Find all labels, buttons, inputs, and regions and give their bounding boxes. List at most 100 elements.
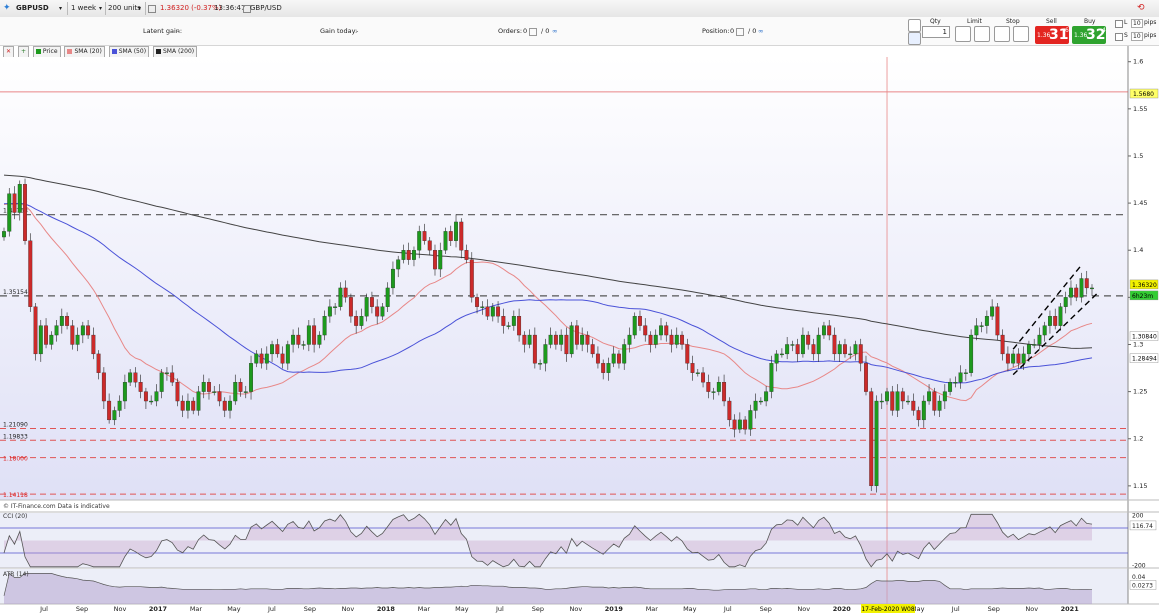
candle-body [532,334,537,364]
candle-body [333,306,338,308]
link-icon[interactable]: ∞ [552,27,558,35]
candle-body [606,363,611,373]
y-tick-label: 1.5 [1133,152,1143,160]
checkbox-icon[interactable] [243,5,251,13]
candle-body [417,231,422,251]
candle-body [827,325,832,336]
sell-label: Sell [1046,18,1057,25]
legend-sma50[interactable]: SMA (50) [108,46,150,58]
sma50-line [3,202,1093,384]
candle-body [54,325,59,336]
candle-body [779,353,784,356]
limit-label: Limit [967,18,982,25]
candle-body [811,344,816,355]
candle-body [1037,334,1042,345]
atr-axis-label: 0.0273 [1132,582,1153,589]
stop-pips-input[interactable]: 10 [1131,32,1143,41]
chevron-down-icon[interactable]: ▾ [99,5,103,12]
axis-price-box [1129,290,1159,301]
candle-body [727,400,732,421]
qty-input[interactable]: 1 [922,26,950,38]
symbol-selector[interactable]: GBPUSD [16,4,49,12]
candle-body [653,334,658,345]
axis-price-label: 6h23m [1132,293,1153,300]
x-tick-label: 2018 [377,605,396,613]
candle-body [732,419,737,430]
legend-price[interactable]: Price [32,46,61,58]
units-selector[interactable]: 200 units [108,4,141,12]
candle-body [511,316,516,326]
x-tick-label: May [227,605,241,613]
orders-open-icon[interactable] [529,28,537,36]
candle-body [601,363,606,373]
candle-body [695,372,700,374]
candle-body [711,391,716,393]
candle-body [674,334,679,345]
x-tick-label: Sep [988,605,1000,613]
checkbox-icon[interactable] [148,5,156,13]
limit-up-button[interactable] [955,26,971,42]
candle-body [795,344,800,355]
y-tick-label: 1.55 [1133,105,1147,113]
candle-body [327,306,332,317]
buy-button[interactable]: 1.36 32 4 [1072,26,1106,44]
candle-body [285,344,290,364]
pips-unit: pips [1144,32,1157,39]
cci-fill [4,514,1092,567]
candle-body [454,221,458,241]
candle-body [706,382,711,392]
stop-up-button[interactable] [994,26,1010,42]
stop-pips-label: S [1124,32,1128,39]
gain-today-label: Gain today: [320,27,358,35]
limit-down-button[interactable] [974,26,990,42]
candle-body [233,382,238,402]
chart-settings-icon[interactable]: ✦ [3,3,11,13]
add-indicator-button[interactable]: + [17,46,29,58]
timeframe-selector[interactable]: 1 week [71,4,97,12]
candle-body [406,250,411,260]
candle-body [832,334,837,355]
candle-body [364,297,369,317]
atr-label: ATR (14) [3,571,29,578]
candle-body [154,391,159,402]
candle-body [91,334,96,355]
candle-body [338,287,343,307]
candle-body [186,400,190,411]
candle-body [259,353,264,364]
candle-body [359,316,364,326]
candle-body [143,391,148,402]
x-tick-label: Nov [114,605,127,613]
atr-fill [4,573,1092,604]
sell-price-pips: 31 [1049,27,1069,43]
limit-pips-input[interactable]: 10 [1131,19,1143,28]
calculator-icon[interactable] [908,19,921,32]
cci-axis-label: 200 [1132,513,1144,520]
stop-down-button[interactable] [1013,26,1029,42]
candle-body [1058,306,1063,326]
x-tick-label: Jul [951,605,960,613]
candle-body [990,306,995,317]
candle-body [916,410,921,421]
refresh-icon[interactable]: ⟲ [1137,3,1145,13]
cci-label: CCI (20) [3,513,27,520]
ticket-icon[interactable] [908,32,921,45]
clock: 13:36:47 [214,4,246,12]
candle-body [496,306,501,317]
candle-body [164,372,169,374]
legend-sma200[interactable]: SMA (200) [152,46,198,58]
stop-pips-checkbox[interactable] [1115,33,1123,41]
sell-button[interactable]: 1.36 31 6 [1035,26,1069,44]
buy-price-fraction: 4 [1102,27,1106,34]
remove-indicator-button[interactable]: ✕ [3,46,15,58]
y-tick-label: 1.15 [1133,482,1147,490]
chevron-down-icon[interactable]: ▾ [59,5,63,12]
position-open-icon[interactable] [736,28,744,36]
candle-body [632,316,637,336]
chevron-down-icon[interactable]: ▾ [138,5,142,12]
candle-body [485,306,490,317]
candle-body [380,306,385,317]
link-icon[interactable]: ∞ [758,27,764,35]
limit-pips-checkbox[interactable] [1115,20,1123,28]
legend-sma20[interactable]: SMA (20) [64,46,105,58]
